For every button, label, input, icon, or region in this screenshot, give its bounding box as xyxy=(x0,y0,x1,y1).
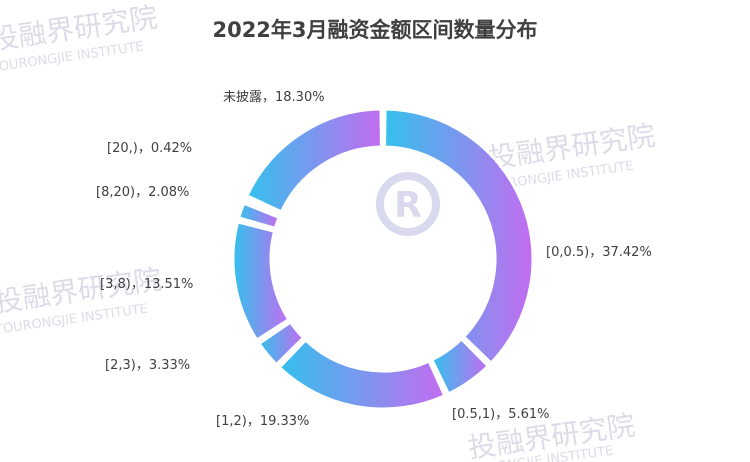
svg-text:R: R xyxy=(394,185,422,226)
donut-segment-3 xyxy=(257,320,306,367)
donut-label-7: 未披露，18.30% xyxy=(223,90,325,105)
donut-label-6: [20,)，0.42% xyxy=(107,141,192,156)
donut-label-5: [8,20)，2.08% xyxy=(96,185,189,200)
donut-segment-7 xyxy=(244,107,383,214)
watermark-logo-icon: R xyxy=(376,172,440,236)
donut-label-1: [0.5,1)，5.61% xyxy=(452,407,550,422)
donut-segment-0 xyxy=(383,107,535,366)
donut-segment-1 xyxy=(429,336,491,396)
chart-title: 2022年3月融资金额区间数量分布 xyxy=(212,18,538,42)
donut-segment-6 xyxy=(243,197,283,217)
donut-labels: [0,0.5)，37.42% [0.5,1)，5.61% [1,2)，19.33% [… xyxy=(96,90,652,429)
donut-segment-4 xyxy=(231,220,291,343)
donut-label-0: [0,0.5)，37.42% xyxy=(546,245,652,260)
donut-segment-2 xyxy=(277,337,447,411)
donut-label-4: [3,8)，13.51% xyxy=(100,277,193,292)
donut-label-3: [2,3)，3.33% xyxy=(105,358,190,373)
donut-segment-5 xyxy=(236,201,281,231)
donut-label-2: [1,2)，19.33% xyxy=(216,414,309,429)
donut-segments xyxy=(231,107,535,411)
